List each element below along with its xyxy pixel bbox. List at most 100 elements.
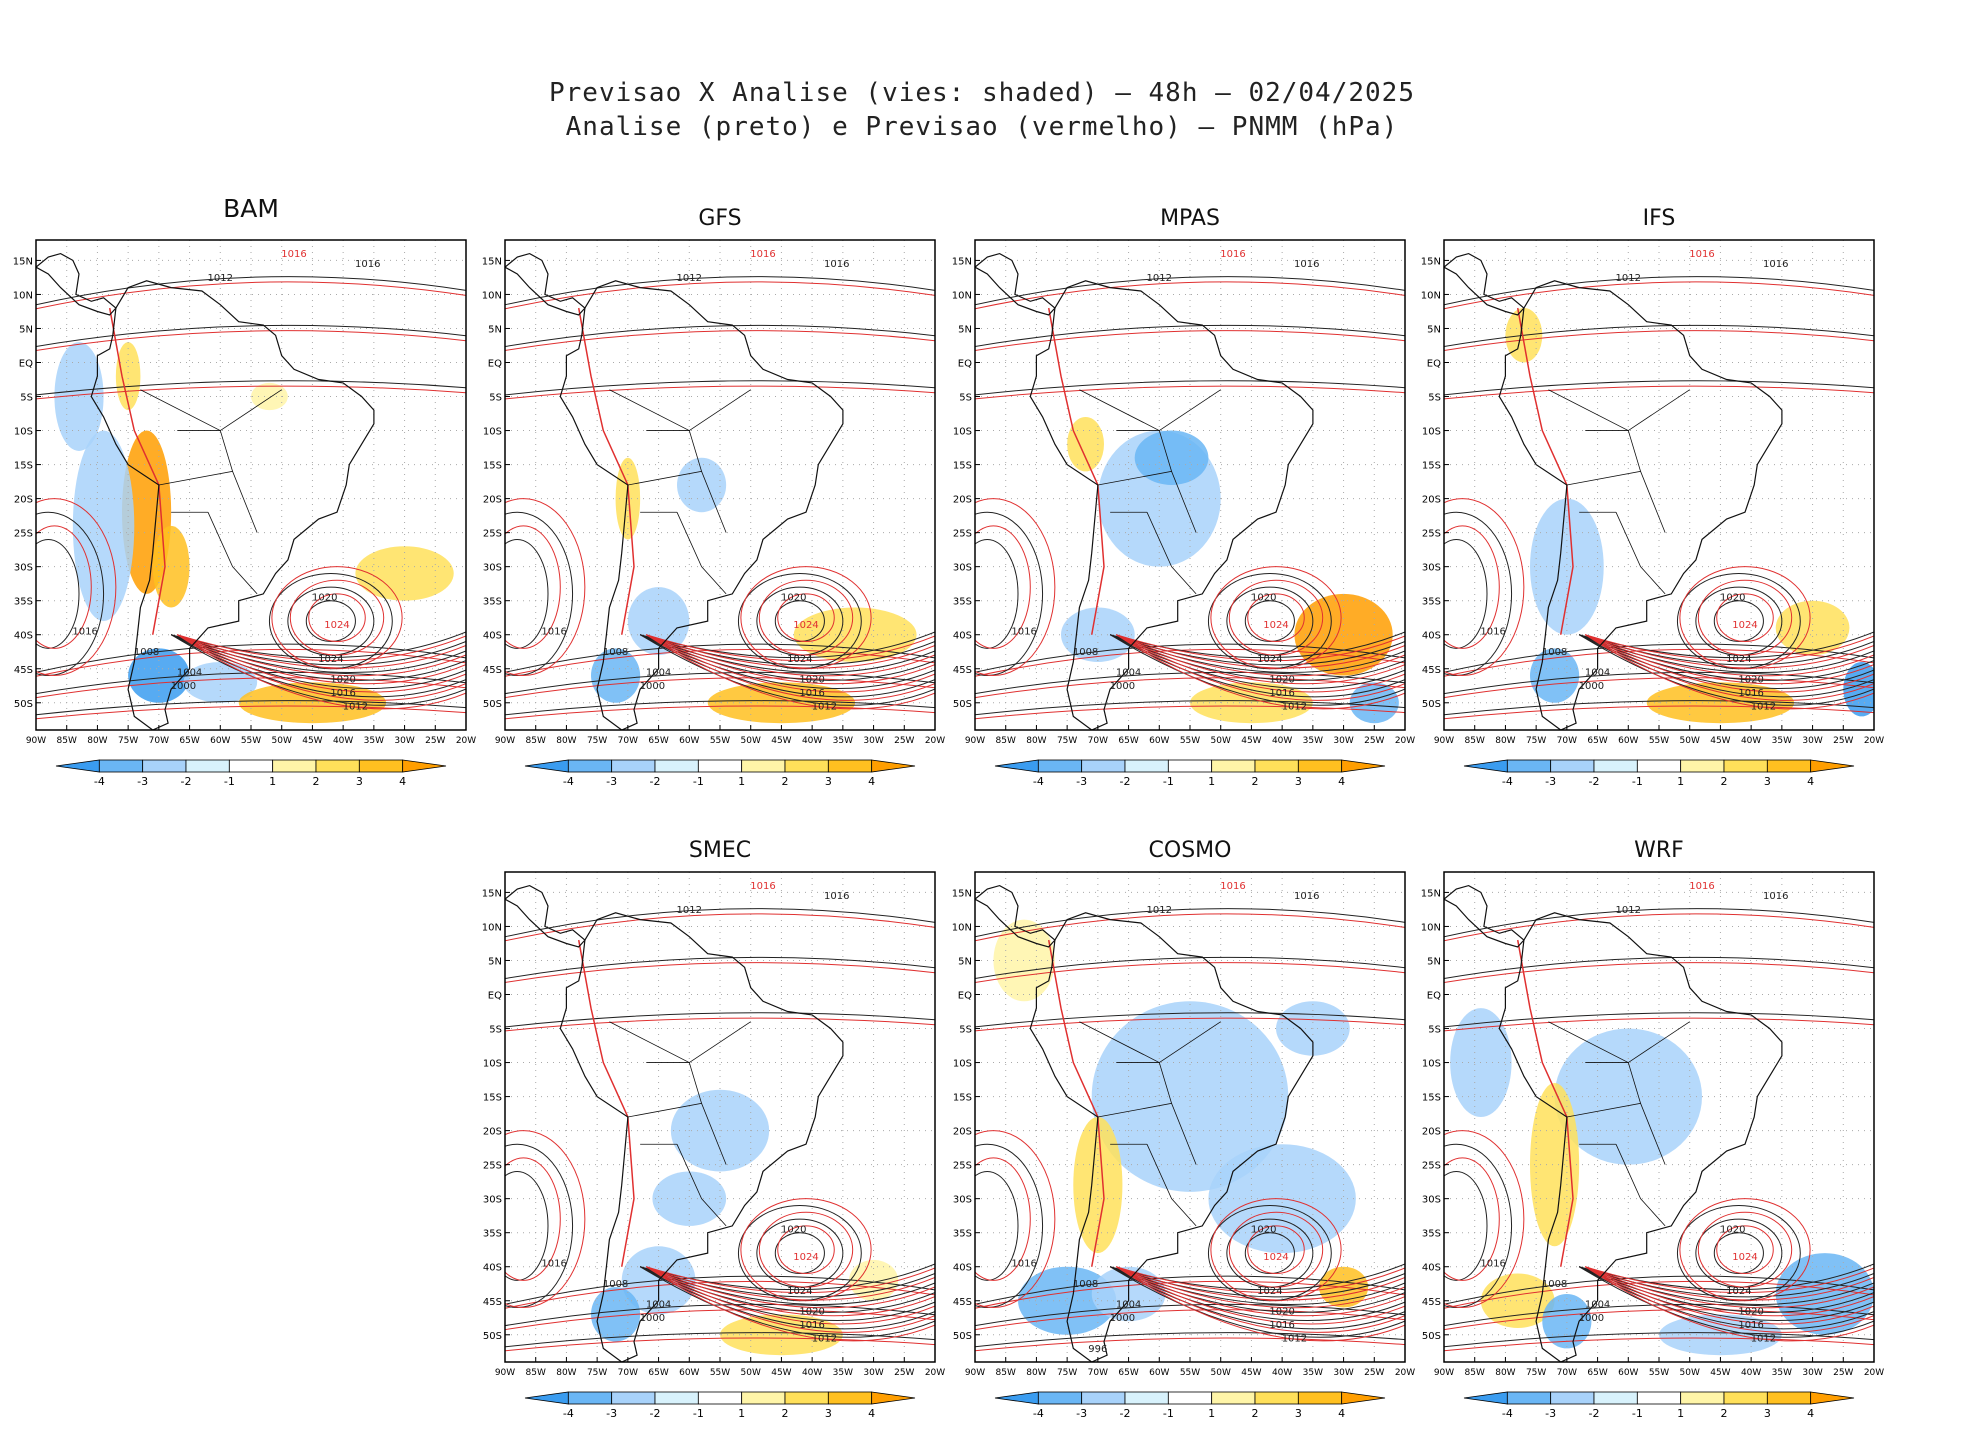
lat-tick-label: 20S [953,495,972,506]
bias-area [1775,600,1850,656]
lon-tick-label: 40W [1741,736,1761,746]
lon-tick-label: 35W [364,736,384,746]
lon-tick-label: 60W [1149,1368,1169,1378]
lon-tick-label: 20W [1864,736,1884,746]
bias-area [1073,1117,1123,1254]
colorbar-label: 4 [868,775,875,788]
lon-tick-label: 65W [179,736,199,746]
lon-tick-label: 45W [1241,736,1261,746]
isobar-label: 1016 [1763,891,1788,902]
map-svg: 1016 1016 1012 1020 1024 1024 1020 1016 1012 1004… [1421,239,1884,788]
lon-tick-label: 80W [556,1368,576,1378]
lon-tick-label: 40W [1741,1368,1761,1378]
colorbar-label: 3 [825,775,832,788]
isobar-label: 1024 [1732,1252,1757,1263]
lon-tick-label: 70W [149,736,169,746]
lon-tick-label: 40W [802,736,822,746]
bias-area [1061,607,1135,662]
colorbar-label: 4 [1338,1407,1345,1420]
isobar-label: 1004 [1585,1300,1610,1311]
lon-tick-label: 20W [1395,736,1415,746]
isobar-label: 1016 [824,259,849,270]
lat-tick-label: 45S [953,1297,972,1308]
panel-title: SMEC [688,838,752,863]
colorbar-label: 2 [782,1407,789,1420]
bias-area [128,648,190,703]
bias-area [251,382,288,411]
bias-area [652,1171,727,1226]
lon-tick-label: 55W [1649,1368,1669,1378]
isobar-label: 1016 [1269,688,1294,699]
bias-area [1542,1293,1592,1349]
lat-tick-label: 30S [953,1195,972,1206]
isobar-label: 1020 [799,674,824,685]
lat-tick-label: 50S [953,1331,972,1342]
map-svg: 1016 1016 1012 1020 1024 1024 1020 1016 1012 1004… [952,239,1415,788]
isobar-label: 1016 [1480,1259,1505,1270]
lat-tick-label: 45S [1422,665,1441,676]
bias-area [627,587,690,656]
lon-tick-label: 75W [1526,736,1546,746]
colorbar-label: -1 [693,1407,704,1420]
lat-tick-label: EQ [958,991,972,1002]
isobar-label: 1004 [177,668,202,679]
colorbar-label: 1 [269,775,276,788]
lat-tick-label: 50S [1422,699,1441,710]
lat-tick-label: 15N [1421,888,1441,899]
lat-tick-label: 10S [14,427,33,438]
isobar-label: 1012 [1282,702,1307,713]
lat-tick-label: 15S [1422,1093,1441,1104]
lat-tick-label: 25S [1422,1161,1441,1172]
lon-tick-label: 50W [1680,1368,1700,1378]
isobar-label: 1004 [1585,668,1610,679]
lat-tick-label: 20S [1422,495,1441,506]
lon-tick-label: 60W [1618,736,1638,746]
lon-tick-label: 50W [1680,736,1700,746]
lat-tick-label: 15S [1422,461,1441,472]
lat-tick-label: 15N [1421,256,1441,267]
isobar-label: 1024 [793,1252,818,1263]
lon-tick-label: 45W [1241,1368,1261,1378]
lat-tick-label: 25S [483,529,502,540]
isobar-label: 1024 [318,654,343,665]
isobar-label: 1004 [646,668,671,679]
lon-tick-label: 20W [1864,1368,1884,1378]
lon-tick-label: 30W [394,736,414,746]
lat-tick-label: 35S [953,597,972,608]
bias-area [152,525,190,608]
lon-tick-label: 80W [1026,736,1046,746]
lon-tick-label: 70W [618,736,638,746]
lon-tick-label: 70W [1088,736,1108,746]
colorbar-label: 4 [1807,1407,1814,1420]
isobar-label: 1016 [1689,881,1714,892]
lon-tick-label: 90W [1434,736,1454,746]
coastline-south-america [559,912,844,1362]
isobar-label: 1016 [799,688,824,699]
colorbar-label: 3 [825,1407,832,1420]
colorbar-label: -4 [1033,1407,1044,1420]
colorbar-label: 2 [1721,1407,1728,1420]
isobar-label: 1000 [1579,1313,1604,1324]
map-svg: 1016 1016 1012 1020 1024 1024 1020 1016 1012 1004… [1421,871,1884,1420]
lat-tick-label: 25S [1422,529,1441,540]
isobar-label: 1024 [1726,654,1751,665]
lat-tick-label: 15S [483,461,502,472]
isobar-label: 1016 [1011,627,1036,638]
isobar-label: 1024 [1726,1286,1751,1297]
colorbar-label: 1 [738,1407,745,1420]
bias-area [183,661,258,703]
colorbar-label: 3 [1295,1407,1302,1420]
lat-tick-label: 10N [482,922,502,933]
lat-tick-label: 5N [958,956,972,967]
lat-tick-label: 10N [1421,922,1441,933]
lat-tick-label: EQ [488,359,502,370]
lat-tick-label: 15S [14,461,33,472]
lat-tick-label: 25S [483,1161,502,1172]
lat-tick-label: 30S [14,563,33,574]
bias-area [355,546,454,601]
colorbar-label: 4 [399,775,406,788]
lon-tick-label: 25W [1364,736,1384,746]
lat-tick-label: 15N [482,888,502,899]
isobar-label: 1020 [1738,674,1763,685]
colorbar-label: 1 [1677,775,1684,788]
